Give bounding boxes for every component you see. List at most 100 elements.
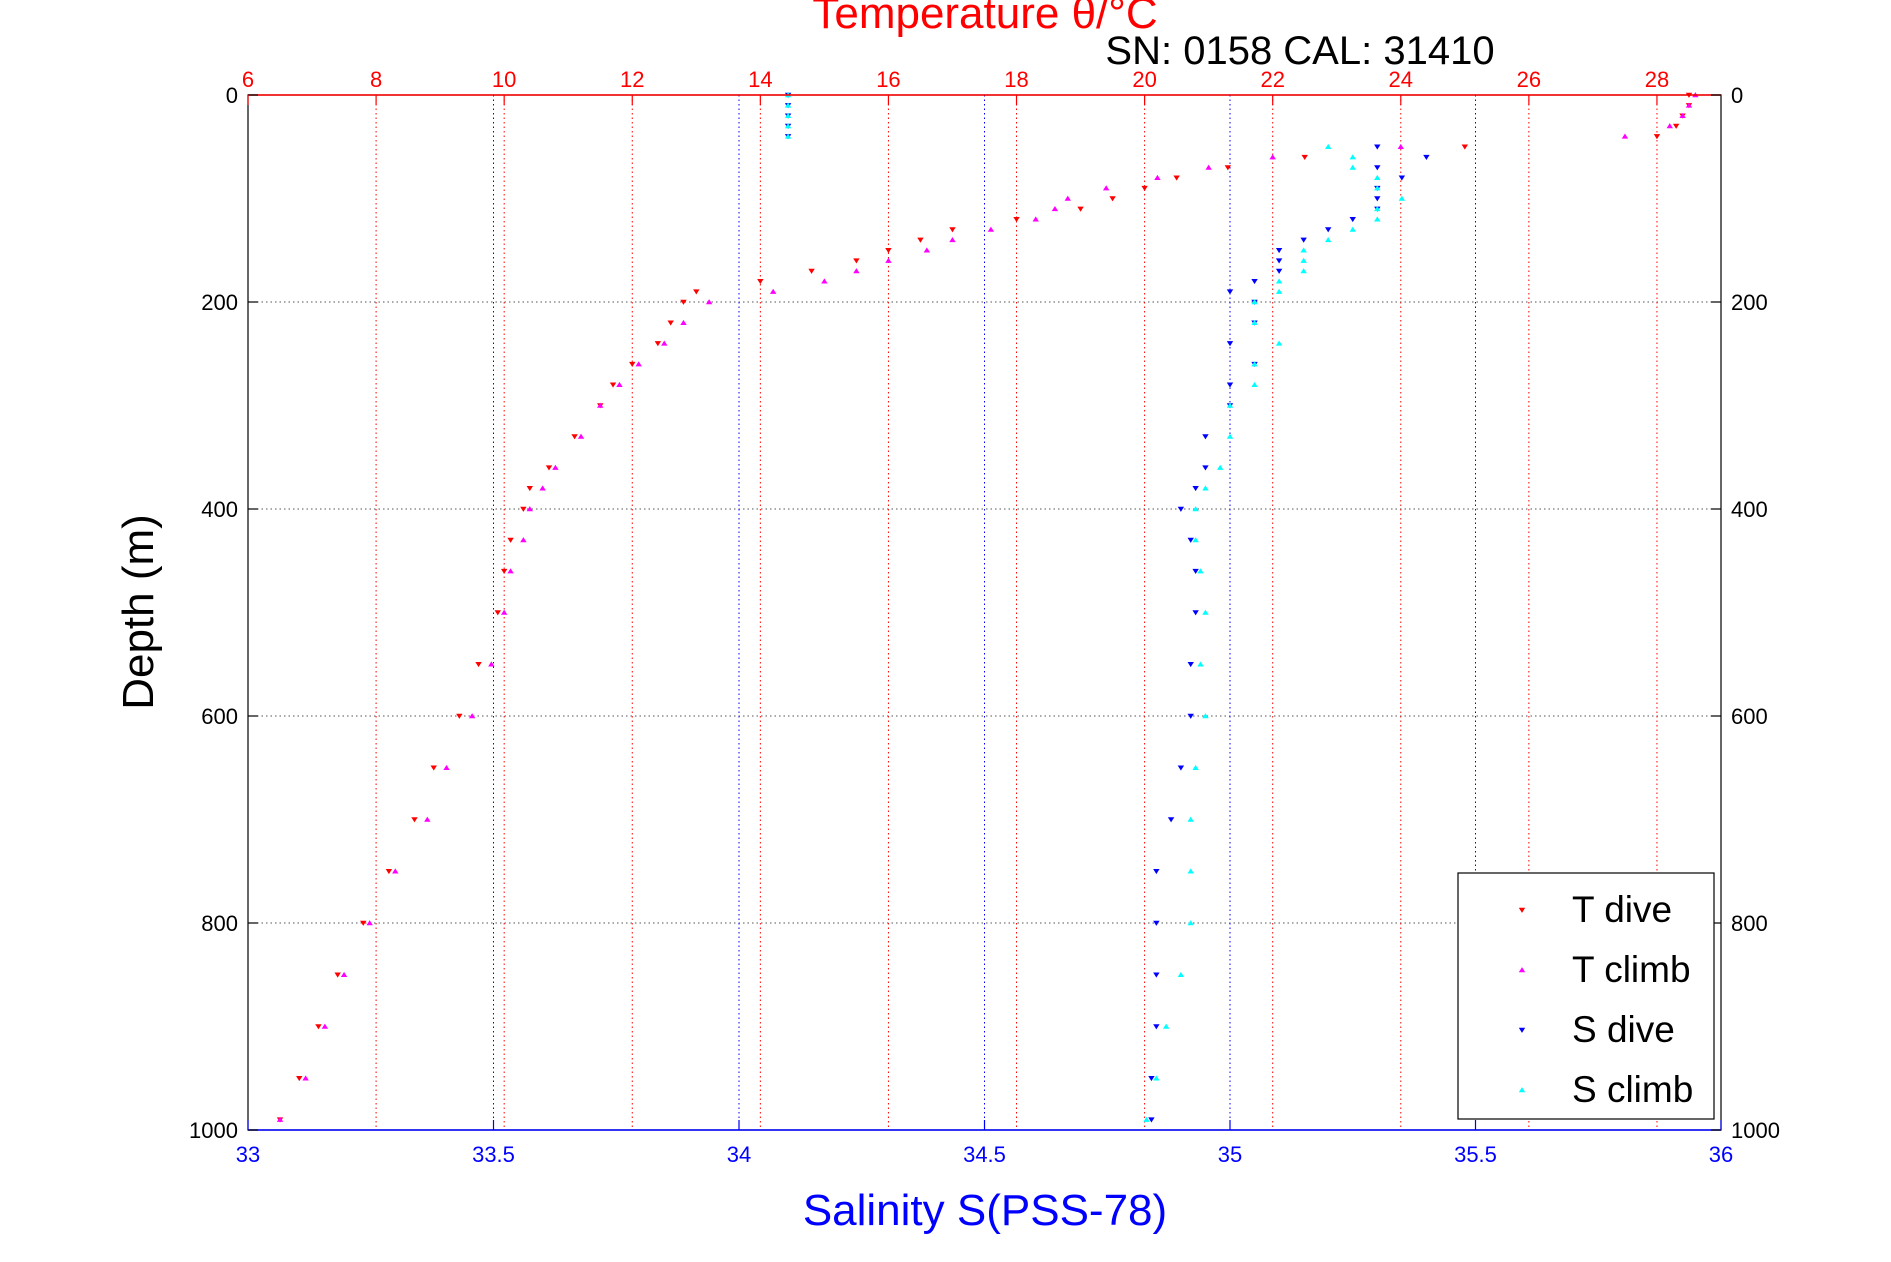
- x-bottom-tick-label: 34.5: [963, 1142, 1006, 1167]
- data-point: [340, 971, 348, 977]
- y-tick-label-left: 800: [201, 911, 238, 936]
- legend-marker: [1518, 1027, 1526, 1033]
- data-point: [1064, 195, 1071, 201]
- data-point: [949, 237, 956, 243]
- x-bottom-tick-label: 33.5: [472, 1142, 515, 1167]
- series-t-climb: [276, 92, 1699, 1122]
- x-top-tick-label: 20: [1132, 67, 1156, 92]
- legend-marker: [1518, 967, 1526, 973]
- data-point: [1205, 164, 1212, 170]
- data-point: [1653, 134, 1661, 140]
- x-top-tick-label: 18: [1004, 67, 1028, 92]
- data-point: [784, 112, 792, 118]
- data-point: [276, 1116, 284, 1122]
- data-point: [1251, 381, 1258, 388]
- data-point: [635, 361, 642, 367]
- data-point: [1202, 609, 1209, 615]
- data-point: [1202, 465, 1209, 471]
- data-point: [1187, 868, 1194, 874]
- y-tick-label-left: 0: [226, 83, 238, 108]
- data-point: [757, 279, 764, 285]
- data-point: [1173, 175, 1180, 181]
- legend-marker: [1518, 907, 1526, 913]
- data-point: [1032, 216, 1039, 222]
- data-point: [885, 257, 892, 263]
- y-tick-label-right: 200: [1731, 290, 1768, 315]
- data-point: [1192, 486, 1199, 492]
- data-point: [1102, 185, 1110, 191]
- data-point: [667, 320, 674, 326]
- tick-layer: 0 0 200 200 400 400 600 600 800 800 1000 1000 6 8 10 12…: [189, 67, 1780, 1167]
- data-point: [597, 402, 604, 408]
- data-point: [1141, 185, 1148, 192]
- data-point: [808, 268, 815, 274]
- data-point: [1300, 268, 1307, 274]
- data-point: [1226, 382, 1234, 388]
- data-point: [1398, 175, 1406, 181]
- data-point: [456, 713, 463, 719]
- legend-label: S climb: [1572, 1069, 1693, 1110]
- data-point: [468, 713, 476, 719]
- data-point: [1051, 205, 1059, 212]
- data-point: [1224, 165, 1232, 171]
- data-point: [1349, 226, 1356, 232]
- data-point: [1077, 206, 1084, 212]
- x-top-tick-label: 22: [1260, 67, 1284, 92]
- data-point: [1251, 299, 1258, 305]
- data-point: [1325, 237, 1332, 243]
- data-point: [1202, 713, 1209, 719]
- data-point: [1275, 268, 1283, 274]
- data-point: [821, 278, 828, 284]
- x-top-tick-label: 24: [1389, 67, 1413, 92]
- data-point: [1162, 1023, 1170, 1029]
- data-point: [571, 434, 578, 440]
- data-point: [577, 433, 585, 439]
- data-point: [1143, 1116, 1150, 1122]
- data-point: [1192, 610, 1199, 616]
- x-bottom-tick-label: 34: [727, 1142, 751, 1167]
- x-top-tick-label: 14: [748, 67, 772, 92]
- data-point: [1251, 319, 1258, 325]
- data-point: [1192, 537, 1199, 543]
- data-point: [1621, 133, 1629, 139]
- data-point: [1374, 216, 1381, 222]
- data-point: [949, 227, 956, 233]
- data-point: [1251, 279, 1258, 285]
- data-point: [1192, 764, 1199, 770]
- data-point: [1301, 154, 1308, 160]
- data-point: [424, 816, 431, 822]
- data-point: [1374, 165, 1381, 171]
- data-point: [443, 764, 450, 770]
- data-point: [1423, 154, 1430, 160]
- x-bottom-tick-label: 35: [1218, 1142, 1242, 1167]
- data-point: [1202, 485, 1209, 491]
- x-top-tick-label: 28: [1645, 67, 1669, 92]
- x-top-tick-label: 10: [492, 67, 516, 92]
- data-point: [1154, 174, 1161, 181]
- y-tick-label-right: 1000: [1731, 1118, 1780, 1143]
- data-point: [539, 485, 546, 491]
- data-point: [987, 226, 995, 232]
- data-point: [1153, 972, 1160, 978]
- data-point: [1153, 1075, 1160, 1081]
- data-point: [1153, 920, 1160, 926]
- data-point: [923, 247, 931, 253]
- y-tick-label-right: 600: [1731, 704, 1768, 729]
- data-point: [1153, 1024, 1160, 1030]
- data-point: [1202, 434, 1209, 440]
- data-point: [616, 381, 623, 388]
- data-point: [1177, 765, 1185, 771]
- data-point: [1192, 506, 1199, 512]
- data-point: [385, 869, 393, 875]
- data-point: [1349, 216, 1356, 223]
- data-point: [507, 568, 514, 574]
- data-point: [1374, 174, 1381, 181]
- data-point: [609, 382, 617, 388]
- data-point: [1461, 144, 1469, 150]
- data-point: [1300, 237, 1307, 243]
- data-point: [520, 537, 527, 543]
- data-point: [1187, 537, 1194, 543]
- data-point: [1374, 185, 1381, 191]
- data-point: [1269, 154, 1276, 160]
- data-point: [1325, 227, 1332, 233]
